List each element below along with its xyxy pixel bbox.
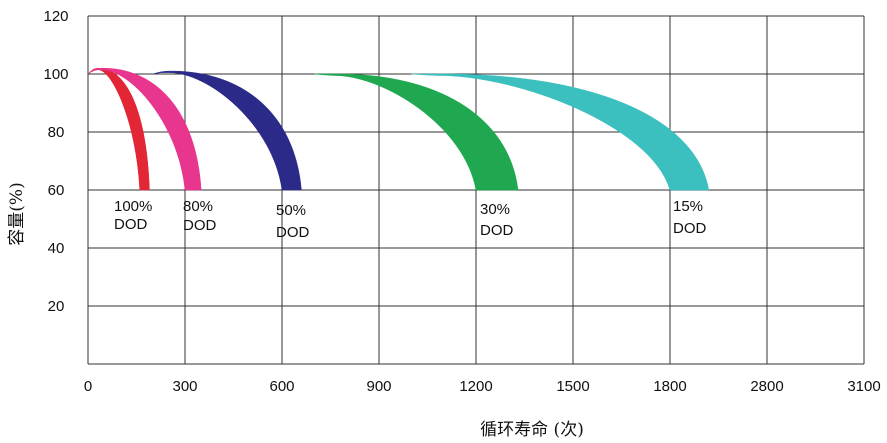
x-tick-label: 900 (366, 378, 391, 395)
y-axis-title: 容量(%) (7, 182, 27, 245)
band-label-value: 30% (480, 201, 510, 218)
band-label-value: 50% (276, 202, 306, 219)
y-tick-label: 80 (48, 124, 65, 141)
x-tick-labels: 0 300 600 900 1200 1500 1800 2800 3100 (84, 378, 881, 395)
y-tick-label: 40 (48, 240, 65, 257)
dod-band-3 (314, 73, 519, 191)
x-tick-label: 3100 (847, 378, 880, 395)
band-label-dod: DOD (480, 222, 514, 239)
x-tick-label: 1800 (653, 378, 686, 395)
band-label-value: 100% (114, 198, 152, 215)
x-tick-label: 300 (172, 378, 197, 395)
y-tick-label: 100 (43, 66, 68, 83)
dod-band-2 (152, 70, 302, 191)
band-label-dod: DOD (673, 220, 707, 237)
x-axis-title: 循环寿命 (次) (480, 420, 584, 440)
x-tick-label: 600 (269, 378, 294, 395)
band-label-dod: DOD (183, 217, 217, 234)
y-tick-label: 60 (48, 182, 65, 199)
band-label-value: 80% (183, 198, 213, 215)
dod-band-1 (87, 67, 202, 191)
x-tick-label: 1200 (459, 378, 492, 395)
band-label-dod: DOD (276, 224, 310, 241)
dod-band-4 (411, 73, 710, 191)
x-tick-label: 0 (84, 378, 92, 395)
dod-bands (87, 67, 710, 191)
y-tick-label: 120 (43, 8, 68, 25)
y-tick-labels: 20 40 60 80 100 120 (43, 8, 68, 315)
x-tick-label: 1500 (556, 378, 589, 395)
x-tick-label: 2800 (750, 378, 783, 395)
band-label-dod: DOD (114, 216, 148, 233)
y-tick-label: 20 (48, 298, 65, 315)
band-label-value: 15% (673, 198, 703, 215)
